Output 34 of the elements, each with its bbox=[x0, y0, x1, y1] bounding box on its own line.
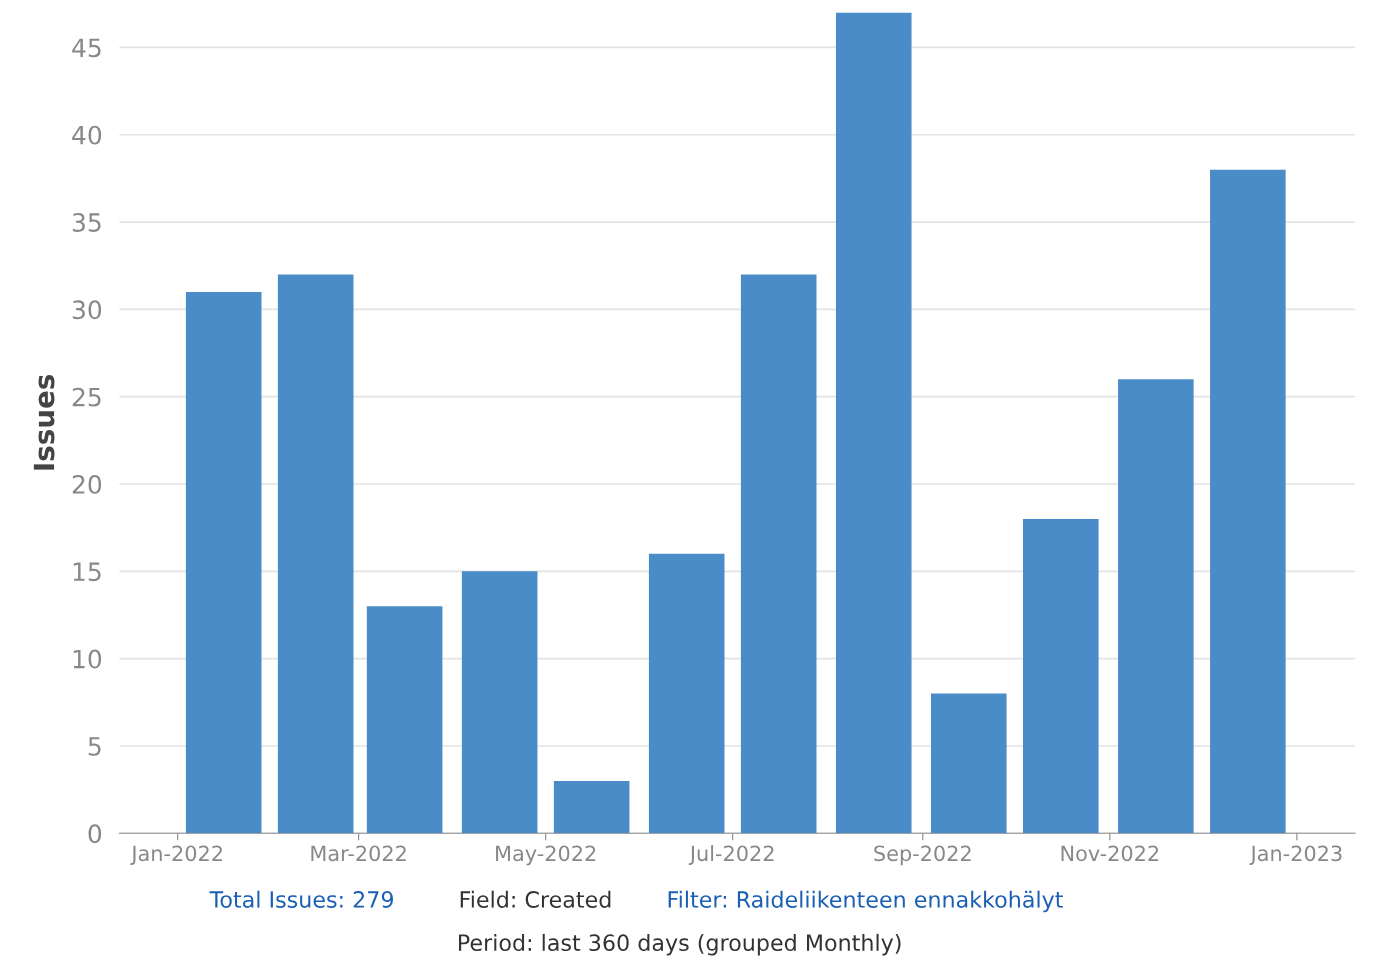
x-tick-label: Sep-2022 bbox=[874, 845, 971, 866]
x-tick-label: Jan-2023 bbox=[1249, 845, 1342, 866]
x-tick-label: Jan-2022 bbox=[130, 845, 222, 866]
text: Total Issues: 279 bbox=[209, 890, 393, 908]
bar bbox=[931, 693, 1007, 834]
bar bbox=[740, 274, 817, 834]
bar bbox=[461, 571, 538, 834]
y-tick-label: 30 bbox=[72, 300, 102, 320]
bar bbox=[1118, 379, 1194, 834]
bar bbox=[648, 553, 725, 834]
y-tick-label: 20 bbox=[72, 474, 102, 494]
bar bbox=[366, 606, 443, 834]
bar bbox=[1023, 518, 1099, 834]
y-tick-label: 35 bbox=[72, 212, 101, 232]
y-tick-label: 40 bbox=[72, 125, 102, 145]
x-tick-label: Jul-2022 bbox=[688, 845, 774, 866]
y-tick-label: 25 bbox=[72, 387, 101, 407]
y-tick-label: 10 bbox=[73, 649, 102, 669]
bar bbox=[553, 780, 630, 834]
bar bbox=[277, 274, 354, 834]
y-tick-label: 45 bbox=[72, 38, 101, 58]
bar bbox=[835, 12, 912, 834]
y-tick-label: 5 bbox=[88, 737, 101, 756]
x-tick-label: Mar-2022 bbox=[311, 845, 406, 862]
x-tick-label: May-2022 bbox=[496, 845, 596, 866]
y-tick-label: 15 bbox=[73, 562, 101, 582]
bar bbox=[1210, 169, 1286, 834]
text: Field: Created bbox=[460, 890, 611, 908]
y-tick-label: 0 bbox=[88, 824, 102, 844]
bar bbox=[185, 291, 262, 834]
x-tick-label: Nov-2022 bbox=[1061, 845, 1159, 862]
text: Filter: Raideliikenteen ennakkohälyt bbox=[668, 890, 1063, 913]
y-axis-title: Issues bbox=[33, 374, 55, 470]
text: Period: last 360 days (grouped Monthly) bbox=[458, 933, 901, 956]
